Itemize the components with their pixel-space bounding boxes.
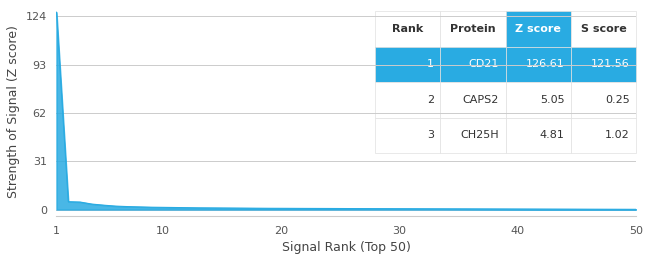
X-axis label: Signal Rank (Top 50): Signal Rank (Top 50) bbox=[282, 241, 411, 254]
Y-axis label: Strength of Signal (Z score): Strength of Signal (Z score) bbox=[7, 25, 20, 198]
